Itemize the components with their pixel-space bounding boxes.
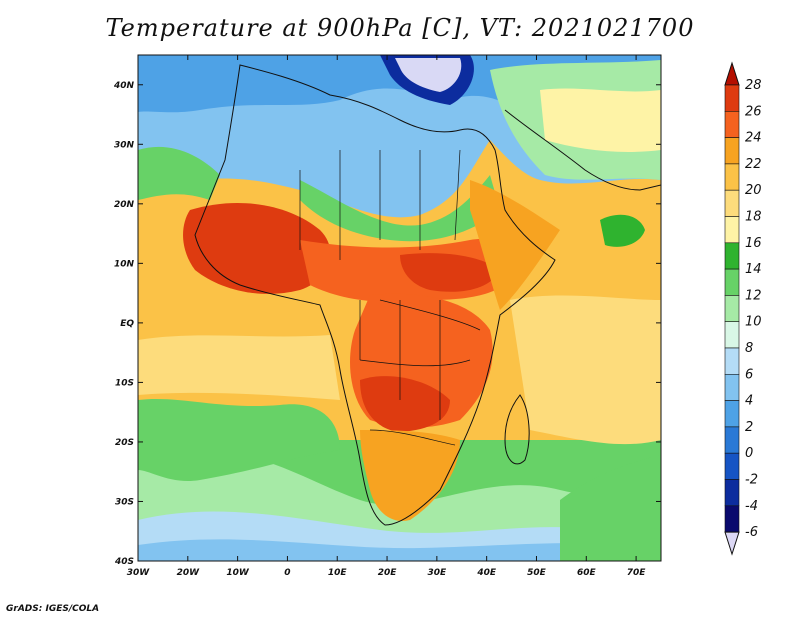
y-tick-label: 40S <box>114 557 134 567</box>
colorbar-label: 2 <box>745 420 753 435</box>
colorbar-arrow-bottom <box>724 531 740 556</box>
x-axis-ticks: 30W 20W 10W 0 10E 20E 30E 40E 50E 60E 70E <box>127 55 647 578</box>
colorbar-segment <box>724 426 740 454</box>
colorbar-label: 12 <box>745 288 762 303</box>
x-tick-label: 30W <box>127 568 151 578</box>
y-tick-label: EQ <box>120 319 134 329</box>
y-tick-label: 30S <box>115 497 134 507</box>
y-tick-label: 10S <box>115 378 134 388</box>
colorbar-label: 14 <box>745 262 762 277</box>
x-tick-label: 60E <box>577 568 597 578</box>
colorbar-label: 4 <box>745 394 753 409</box>
y-tick-label: 20S <box>115 438 134 448</box>
colorbar-segment <box>724 479 740 507</box>
x-tick-label: 20E <box>378 568 398 578</box>
field-indian-green <box>560 455 661 561</box>
x-tick-label: 10E <box>328 568 348 578</box>
grads-credit: GrADS: IGES/COLA <box>6 604 100 614</box>
field-atlantic-green <box>138 398 340 482</box>
colorbar-label: 10 <box>745 315 762 330</box>
x-tick-label: 30E <box>428 568 448 578</box>
colorbar-segment <box>724 137 740 165</box>
map-title: Temperature at 900hPa [C], VT: 202102170… <box>105 14 695 42</box>
x-tick-label: 70E <box>627 568 647 578</box>
coastlines <box>194 64 661 526</box>
field-southernafrica-orange <box>360 430 460 521</box>
y-tick-label: 30N <box>114 140 135 150</box>
colorbar-label: 18 <box>745 210 762 225</box>
field-indian-yellow <box>510 295 661 445</box>
colorbar-label: -6 <box>745 525 758 540</box>
field-arabiansea-green <box>600 214 645 247</box>
x-tick-label: 20W <box>177 568 201 578</box>
colorbar-segment <box>724 216 740 244</box>
colorbar-segment <box>724 347 740 375</box>
colorbar-segment <box>724 242 740 270</box>
colorbar-label: 8 <box>745 341 753 356</box>
colorbar-label: 26 <box>745 104 762 119</box>
colorbar-segment <box>724 452 740 480</box>
field-atlantic-yellow <box>138 335 340 400</box>
colorbar-label: 28 <box>745 78 762 93</box>
arabia-coast <box>504 109 661 191</box>
colorbar-segment <box>724 163 740 191</box>
x-tick-label: 10W <box>226 568 250 578</box>
country-borders-2 <box>359 299 481 446</box>
madagascar-coast <box>504 394 530 465</box>
colorbar-segment <box>724 400 740 428</box>
y-axis-ticks: 40N 30N 20N 10N EQ 10S 20S 30S 40S <box>113 81 661 567</box>
field-mideast-pale <box>540 88 661 152</box>
y-tick-label: 40N <box>113 81 135 91</box>
colorbar-label: 0 <box>745 446 753 461</box>
africa-coastline <box>194 64 556 526</box>
field-greece-coldest <box>395 58 462 92</box>
colorbar-segment <box>724 189 740 217</box>
temperature-field <box>138 55 661 561</box>
colorbar-label: 22 <box>745 157 762 172</box>
field-south-blue <box>138 539 661 561</box>
colorbar-label: 16 <box>745 236 762 251</box>
colorbar-label: -2 <box>745 473 758 488</box>
colorbar-label: 24 <box>745 131 762 146</box>
colorbar-segment <box>724 321 740 349</box>
field-horn-orange <box>470 180 560 310</box>
colorbar-label: 6 <box>745 367 753 382</box>
y-tick-label: 10N <box>114 259 135 269</box>
colorbar-label: 20 <box>745 183 762 198</box>
colorbar-segment <box>724 373 740 401</box>
field-sudan-hot <box>400 253 500 292</box>
map-frame <box>137 54 662 562</box>
x-tick-label: 0 <box>284 568 290 578</box>
x-tick-label: 50E <box>527 568 547 578</box>
colorbar-label: -4 <box>745 499 758 514</box>
colorbar-segment <box>724 268 740 296</box>
colorbar-arrow-top <box>724 61 740 86</box>
colorbar-segment <box>724 505 740 533</box>
y-tick-label: 20N <box>114 200 135 210</box>
colorbar-segment <box>724 84 740 112</box>
colorbar-segment <box>724 295 740 322</box>
field-westafrica-green <box>138 146 220 200</box>
colorbar-segment <box>724 111 740 138</box>
country-borders <box>299 149 461 420</box>
field-westafrica-hot <box>183 202 331 294</box>
x-tick-label: 40E <box>476 568 497 578</box>
field-angola-hot <box>360 376 450 432</box>
field-sahara-green <box>300 175 500 242</box>
